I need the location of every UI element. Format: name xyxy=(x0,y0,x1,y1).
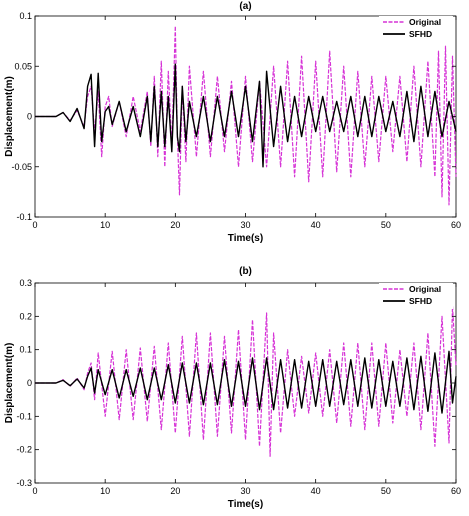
chart-panel-b: 0 10 20 30 40 50 60 -0.3 -0.2 -0.1 0 0.1 0.2 0.3 (b) Ti… xyxy=(4,266,461,510)
x-tick-label: 30 xyxy=(240,486,250,496)
series-line-sfhd xyxy=(35,350,457,414)
x-tick-label: 60 xyxy=(451,220,461,230)
legend-box xyxy=(379,16,453,42)
x-tick-label: 50 xyxy=(381,220,391,230)
chart-panel-a: 0 10 20 30 40 50 60 -0.1 -0.05 0 0.05 0.1 (a) Time(s)… xyxy=(4,1,461,244)
y-tick-label: 0 xyxy=(27,378,32,388)
y-tick-label: 0.05 xyxy=(14,61,32,71)
y-tick-label: -0.05 xyxy=(11,162,32,172)
x-tick-label: 20 xyxy=(170,220,180,230)
legend: Original SFHD xyxy=(379,16,453,42)
legend: Original SFHD xyxy=(379,283,453,309)
x-tick-label: 10 xyxy=(100,220,110,230)
y-tick-label: 0.1 xyxy=(19,11,32,21)
y-axis-label: Displacement(m) xyxy=(4,76,15,157)
legend-box xyxy=(379,283,453,309)
legend-label-original: Original xyxy=(409,284,441,294)
legend-label-original: Original xyxy=(409,17,441,27)
y-tick-label: 0.3 xyxy=(19,278,32,288)
x-tick-label: 20 xyxy=(170,486,180,496)
series-line-original xyxy=(35,305,457,457)
legend-label-sfhd: SFHD xyxy=(409,296,432,306)
y-tick-label: -0.2 xyxy=(16,445,32,455)
x-tick-label: 50 xyxy=(381,486,391,496)
x-axis-label: Time(s) xyxy=(228,499,263,510)
plot-area xyxy=(34,282,457,484)
y-tick-label: 0 xyxy=(27,112,32,122)
x-tick-label: 30 xyxy=(240,220,250,230)
y-tick-label: -0.3 xyxy=(16,478,32,488)
chart-title: (a) xyxy=(239,1,251,12)
y-tick-label: 0.1 xyxy=(19,345,32,355)
x-tick-label: 0 xyxy=(32,220,37,230)
y-tick-label: 0.2 xyxy=(19,311,32,321)
x-tick-label: 40 xyxy=(311,486,321,496)
y-axis-label: Displacement(m) xyxy=(4,343,15,424)
series-line-original xyxy=(35,25,457,206)
series-line-sfhd xyxy=(35,63,457,168)
legend-label-sfhd: SFHD xyxy=(409,29,432,39)
y-tick-label: -0.1 xyxy=(16,411,32,421)
x-tick-label: 0 xyxy=(32,486,37,496)
x-tick-label: 60 xyxy=(451,486,461,496)
x-tick-label: 40 xyxy=(311,220,321,230)
chart-title: (b) xyxy=(239,266,252,277)
x-axis-label: Time(s) xyxy=(228,233,263,244)
y-tick-label: -0.1 xyxy=(16,212,32,222)
x-tick-label: 10 xyxy=(100,486,110,496)
plot-area xyxy=(34,15,457,218)
